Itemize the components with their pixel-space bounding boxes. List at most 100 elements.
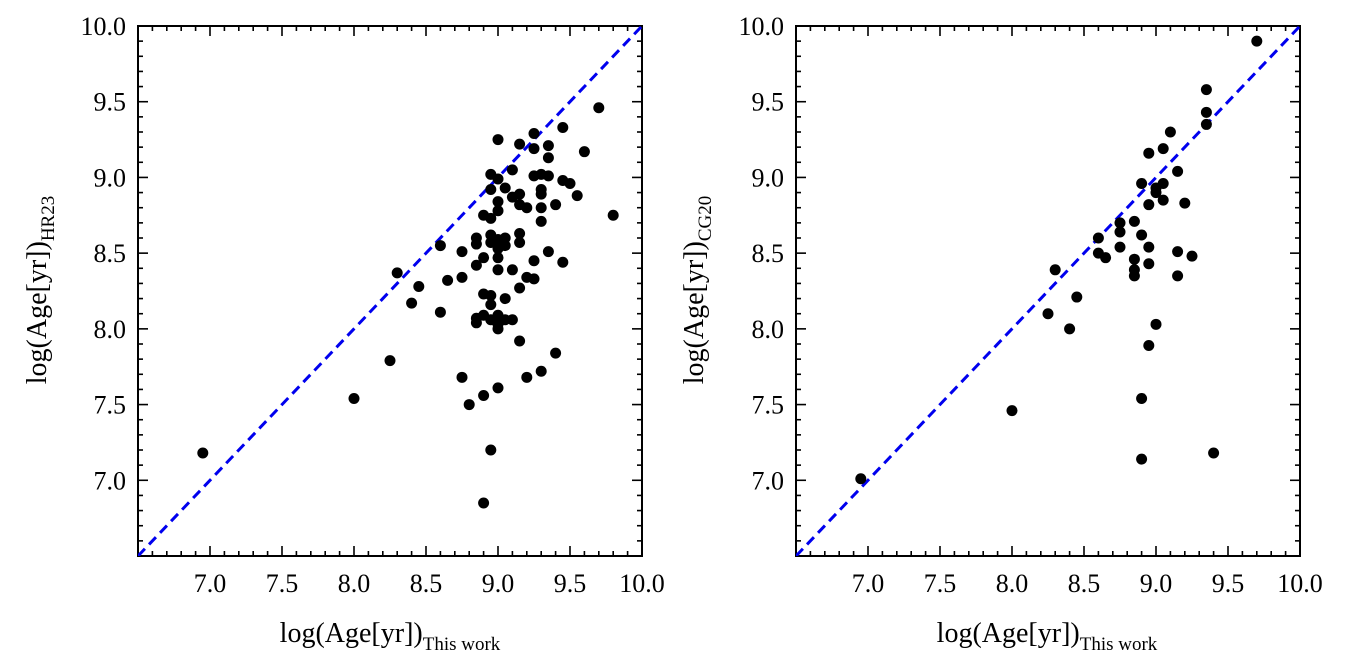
left-data-point [542, 246, 554, 258]
right-x-tick-label: 10.0 [1277, 569, 1323, 598]
right-data-point [1143, 241, 1155, 253]
right-data-point [1136, 177, 1148, 189]
left-data-point [470, 259, 482, 271]
left-data-point [593, 102, 605, 114]
left-x-tick-label: 10.0 [619, 569, 665, 598]
right-data-point [1114, 217, 1126, 229]
left-data-point [492, 252, 504, 264]
left-axes-frame [137, 25, 643, 557]
left-x-axis-label: log(Age[yr])This work [280, 618, 501, 655]
right-y-tick-label: 9.0 [752, 163, 785, 192]
left-data-point [492, 382, 504, 394]
left-data-point [434, 240, 446, 252]
right-x-axis-label: log(Age[yr])This work [937, 618, 1158, 655]
right-data-point [1172, 246, 1184, 258]
left-panel-hr23: log(Age[yr])This work log(Age[yr])HR23 7… [22, 12, 665, 655]
left-data-point [514, 188, 526, 200]
right-y-tick-label: 10.0 [739, 12, 785, 41]
left-data-point [456, 246, 468, 258]
right-y-tick-label: 7.0 [752, 466, 785, 495]
right-panel-cg20: log(Age[yr])This work log(Age[yr])CG20 7… [679, 12, 1323, 655]
left-data-point [578, 146, 590, 158]
right-data-point [1128, 253, 1140, 265]
right-one-to-one-line [796, 26, 1300, 556]
right-data-point [1143, 147, 1155, 159]
left-x-tick-label: 8.0 [338, 569, 371, 598]
left-data-point [506, 264, 518, 276]
left-data-point [478, 389, 490, 401]
right-data-point [1164, 126, 1176, 138]
left-data-point [442, 274, 454, 286]
left-data-point [514, 227, 526, 239]
right-y-tick-label: 9.5 [752, 88, 785, 117]
left-data-point [506, 314, 518, 326]
left-y-tick-label: 9.0 [94, 163, 127, 192]
left-data-point [514, 282, 526, 294]
left-data-point [197, 447, 209, 459]
left-data-point [413, 280, 425, 292]
right-x-tick-label: 8.0 [996, 569, 1029, 598]
left-data-point [478, 497, 490, 509]
right-data-point [1136, 393, 1148, 405]
left-data-point [557, 256, 569, 268]
left-x-tick-label: 7.5 [266, 569, 299, 598]
left-data-point [514, 335, 526, 347]
left-data-point [348, 393, 360, 405]
right-data-point [1251, 35, 1263, 47]
left-data-point [485, 290, 497, 302]
left-data-point [499, 293, 511, 305]
left-data-point [557, 121, 569, 133]
right-data-point [1200, 84, 1212, 96]
right-data-point [1143, 340, 1155, 352]
right-data-point [1179, 197, 1191, 209]
right-data-point [1157, 143, 1169, 155]
left-data-point [564, 177, 576, 189]
right-data-point [1157, 177, 1169, 189]
right-data-point [1200, 106, 1212, 118]
right-x-tick-label: 9.0 [1140, 569, 1173, 598]
left-data-point [492, 134, 504, 146]
left-data-point [456, 371, 468, 383]
left-data-point [492, 173, 504, 185]
left-data-point [492, 205, 504, 217]
right-data-point [1042, 308, 1054, 320]
right-x-tick-label: 7.0 [852, 569, 885, 598]
left-x-tick-label: 8.5 [410, 569, 443, 598]
left-y-tick-label: 10.0 [81, 12, 127, 41]
left-data-point [478, 252, 490, 264]
left-y-tick-label: 8.0 [94, 315, 127, 344]
left-data-point [535, 184, 547, 196]
left-data-point [542, 170, 554, 182]
left-data-point [506, 164, 518, 176]
left-data-point [550, 347, 562, 359]
right-data-point [1114, 226, 1126, 238]
left-data-point [571, 190, 583, 202]
left-y-axis-label: log(Age[yr])HR23 [22, 196, 59, 384]
left-data-point [514, 138, 526, 150]
left-data-point [470, 232, 482, 244]
right-data-point [1143, 258, 1155, 270]
right-x-tick-label: 9.5 [1212, 569, 1245, 598]
right-data-point [1150, 318, 1162, 330]
right-axes-frame [795, 25, 1301, 557]
left-data-point [485, 299, 497, 311]
left-y-tick-label: 8.5 [94, 239, 127, 268]
right-data-point [1064, 323, 1076, 335]
left-data-point [521, 202, 533, 214]
left-y-tick-label: 9.5 [94, 88, 127, 117]
left-data-point [528, 255, 540, 267]
right-data-point [1128, 215, 1140, 227]
right-y-tick-label: 7.5 [752, 391, 785, 420]
left-data-point [485, 184, 497, 196]
left-data-point [485, 444, 497, 456]
left-data-point [485, 212, 497, 224]
right-data-point [1114, 241, 1126, 253]
right-data-point [1136, 453, 1148, 465]
left-data-point [434, 306, 446, 318]
left-y-tick-label: 7.0 [94, 466, 127, 495]
right-data-point [1071, 291, 1083, 303]
right-data-point [1100, 252, 1112, 264]
right-data-point [1172, 165, 1184, 177]
right-x-tick-label: 7.5 [924, 569, 957, 598]
